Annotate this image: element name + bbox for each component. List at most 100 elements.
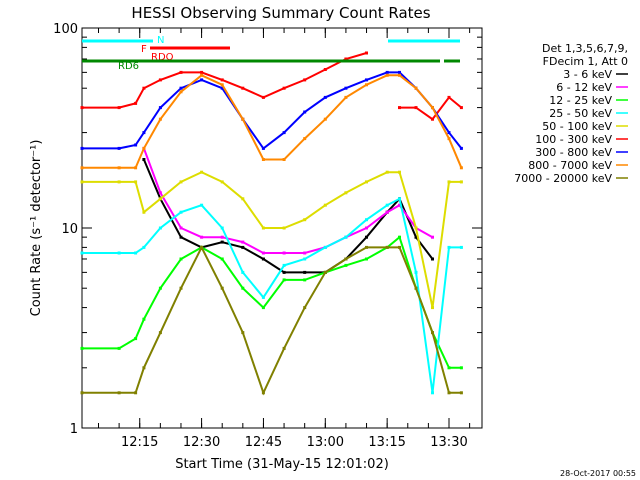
flag-label-3: RD6 xyxy=(118,61,139,72)
legend-label-8: 7000 - 20000 keV xyxy=(514,172,612,185)
series-7-point-6 xyxy=(200,73,204,77)
series-1-point-6 xyxy=(200,235,204,239)
series-4-point-11 xyxy=(303,218,307,222)
x-tick-label-5: 13:30 xyxy=(430,435,467,450)
series-8-point-14 xyxy=(365,245,368,249)
legend-label-1: 6 - 12 keV xyxy=(556,81,612,94)
series-8-point-10 xyxy=(282,346,286,350)
series-6-point-4 xyxy=(158,106,162,110)
series-6-point-2 xyxy=(134,143,138,147)
series-4-point-1 xyxy=(117,180,121,184)
series-3-point-0 xyxy=(80,251,84,255)
series-8-point-1 xyxy=(117,391,121,395)
series-line-6 xyxy=(82,71,463,150)
series-5-point-18 xyxy=(431,117,434,121)
legend-header-line-2: FDecim 1, Att 0 xyxy=(543,55,628,68)
series-5-point-19 xyxy=(447,95,451,99)
series-line-8 xyxy=(82,245,462,396)
series-4-point-4 xyxy=(158,197,162,201)
series-7-point-2 xyxy=(134,166,138,170)
series-5-point-17 xyxy=(414,106,418,110)
series-8-point-0 xyxy=(80,391,84,395)
series-7-point-14 xyxy=(365,83,368,87)
series-5-point-13 xyxy=(344,57,348,61)
series-8-point-9 xyxy=(261,391,265,395)
series-7-point-15 xyxy=(385,73,389,77)
series-8-point-8 xyxy=(241,331,245,335)
series-1-point-15 xyxy=(385,210,389,214)
series-6-point-9 xyxy=(261,146,265,150)
series-4-point-18 xyxy=(431,306,434,310)
series-2-point-4 xyxy=(158,286,162,290)
series-2-point-2 xyxy=(134,337,138,341)
series-3-point-10 xyxy=(282,263,286,267)
series-2-point-5 xyxy=(179,257,183,261)
series-6-point-14 xyxy=(365,78,368,82)
series-7-point-1 xyxy=(117,166,121,170)
series-1-point-16 xyxy=(398,203,401,207)
series-7-point-19 xyxy=(447,137,451,141)
series-3-point-20 xyxy=(459,245,463,249)
series-3-point-6 xyxy=(200,203,204,207)
series-5-point-7 xyxy=(220,78,224,82)
y-axis-label: Count Rate (s⁻¹ detector⁻¹) xyxy=(29,140,44,317)
y-tick-label-0: 1 xyxy=(70,422,78,437)
series-0-point-10 xyxy=(282,270,286,274)
series-4-point-8 xyxy=(241,197,245,201)
series-7-point-8 xyxy=(241,117,245,121)
series-2-point-11 xyxy=(303,278,307,282)
series-1-point-4 xyxy=(158,191,162,195)
series-4-point-13 xyxy=(344,191,348,195)
series-6-point-5 xyxy=(179,86,183,90)
series-1-point-8 xyxy=(241,240,245,244)
series-6-point-13 xyxy=(344,86,348,90)
series-line-0 xyxy=(142,159,434,274)
series-6-point-3 xyxy=(142,131,146,135)
series-line-7 xyxy=(82,74,463,169)
series-5-point-6 xyxy=(200,70,204,74)
series-2-point-7 xyxy=(220,257,224,261)
series-4-point-20 xyxy=(459,180,463,184)
series-3-point-1 xyxy=(117,251,121,255)
series-layer xyxy=(80,51,463,396)
series-3-point-4 xyxy=(158,226,162,230)
series-3-point-5 xyxy=(179,210,183,214)
series-line-2 xyxy=(82,235,462,369)
series-2-point-14 xyxy=(365,257,368,261)
legend-label-3: 25 - 50 keV xyxy=(549,107,612,120)
series-0-point-18 xyxy=(431,257,434,261)
series-8-point-7 xyxy=(220,286,224,290)
series-4-point-6 xyxy=(200,170,204,174)
series-4-point-0 xyxy=(80,180,84,184)
x-axis-label: Start Time (31-May-15 12:01:02) xyxy=(175,457,389,472)
series-4-point-12 xyxy=(323,203,327,207)
series-5-point-0 xyxy=(80,106,84,110)
legend-label-7: 800 - 7000 keV xyxy=(528,159,612,172)
series-8-point-4 xyxy=(158,331,162,335)
series-6-point-12 xyxy=(323,95,327,99)
series-2-point-13 xyxy=(344,263,348,267)
legend-label-4: 50 - 100 keV xyxy=(542,120,612,133)
series-3-point-16 xyxy=(398,197,401,201)
legend-label-0: 3 - 6 keV xyxy=(563,68,612,81)
series-0-point-17 xyxy=(414,235,418,239)
series-8-point-6 xyxy=(200,245,204,249)
y-tick-label-2: 100 xyxy=(53,22,78,37)
series-0-point-11 xyxy=(303,270,307,274)
series-6-point-20 xyxy=(459,146,463,150)
x-tick-label-4: 13:15 xyxy=(368,435,405,450)
series-8-point-5 xyxy=(179,286,183,290)
series-8-point-2 xyxy=(134,391,138,395)
series-3-point-14 xyxy=(365,218,368,222)
y-axis-ticks: 1 10 100 xyxy=(53,22,482,437)
series-5-point-16 xyxy=(398,106,401,110)
x-axis-ticks: 12:15 12:30 12:45 13:00 13:15 13:30 xyxy=(97,28,471,450)
y-tick-label-1: 10 xyxy=(61,222,78,237)
series-7-point-0 xyxy=(80,166,84,170)
series-8-point-17 xyxy=(414,286,418,290)
series-2-point-20 xyxy=(459,366,463,370)
series-3-point-19 xyxy=(447,245,451,249)
series-line-4 xyxy=(82,171,462,308)
series-3-point-8 xyxy=(241,270,245,274)
